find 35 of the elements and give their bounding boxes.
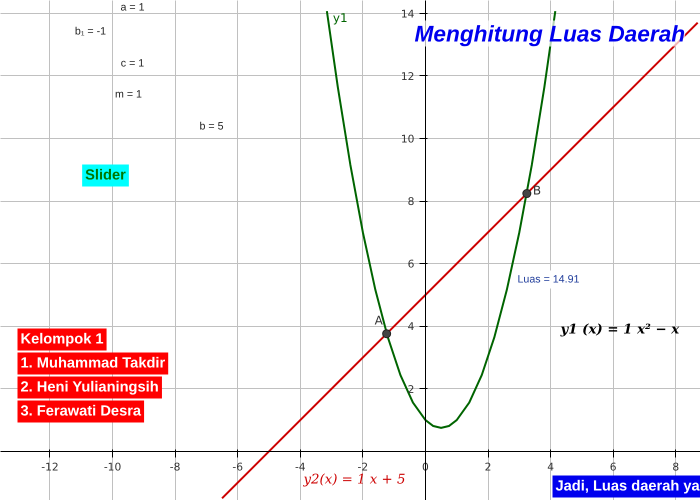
annotation: Jadi, Luas daerah ya <box>556 478 700 494</box>
annotation: Kelompok 1 <box>20 332 104 348</box>
annotation: a = 1 <box>120 2 145 14</box>
x-tick-label: 6 <box>610 460 617 474</box>
annotation: y2(x) = 1 x + 5 <box>302 472 406 488</box>
y-tick-label: 14 <box>400 7 415 20</box>
y-tick-label: 10 <box>400 132 415 146</box>
y-tick-label: 12 <box>400 70 414 83</box>
annotation: Slider <box>85 168 126 184</box>
annotation: 1. Muhammad Takdir <box>20 356 166 372</box>
y-tick-label: 2 <box>408 382 414 396</box>
x-tick-label: 2 <box>484 460 492 474</box>
annotation: 2. Heni Yulianingsih <box>20 380 159 396</box>
x-tick-label: -4 <box>294 460 306 474</box>
annotation: m = 1 <box>115 88 142 100</box>
annotation: Luas = 14.91 <box>518 274 580 286</box>
annotation: b₁ = -1 <box>74 26 106 38</box>
annotation: 3. Ferawati Desra <box>20 404 142 420</box>
annotation: y1 (x) = 1 x² − x <box>560 322 680 338</box>
x-tick-label: -8 <box>170 460 181 474</box>
annotation: b = 5 <box>200 120 224 132</box>
x-tick-label: -12 <box>41 460 59 474</box>
x-tick-label: 4 <box>547 460 554 474</box>
annotation: c = 1 <box>120 58 144 70</box>
y-tick-label: 4 <box>408 320 415 334</box>
annotation: B <box>532 184 542 198</box>
y-tick-label: 6 <box>408 258 415 271</box>
x-tick-label: -10 <box>104 460 122 474</box>
text: Menghitung Luas Daerah <box>414 20 686 46</box>
annotation: A <box>374 314 384 328</box>
series-label: y1 <box>332 11 348 26</box>
y-tick-label: 8 <box>408 195 415 208</box>
x-tick-label: -2 <box>358 460 368 474</box>
x-tick-label: -6 <box>232 460 244 474</box>
x-tick-label: 8 <box>672 460 680 474</box>
